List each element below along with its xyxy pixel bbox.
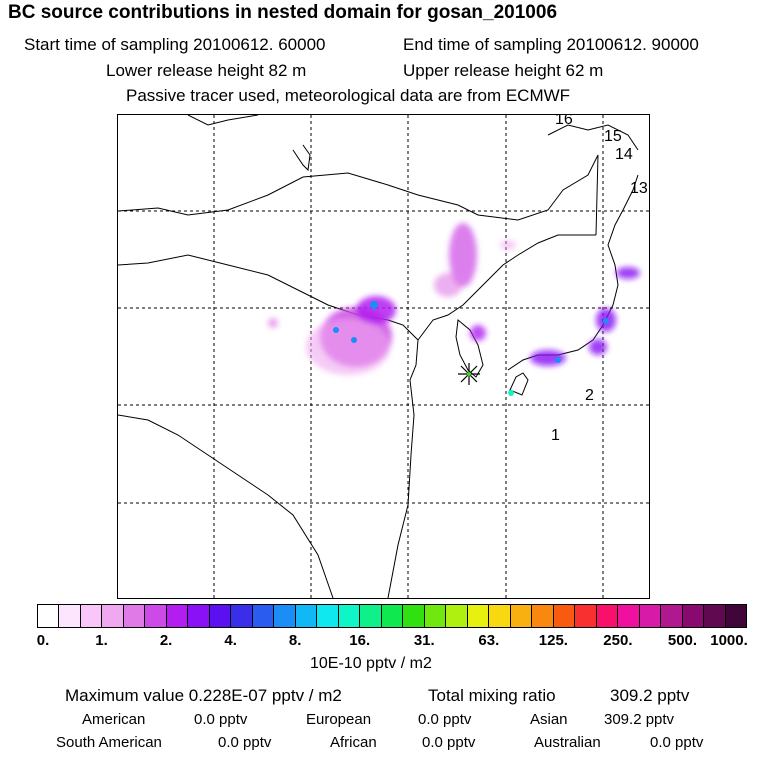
colorbar-tick-label: 31. <box>413 632 435 649</box>
colorbar-cell <box>102 605 124 627</box>
emission-plumes <box>268 223 640 375</box>
map-labels: 16 15 14 13 2 1 <box>551 115 648 444</box>
colorbar-cell <box>59 605 81 627</box>
colorbar-tick-label: 125. <box>538 632 568 649</box>
colorbar-cell <box>274 605 296 627</box>
colorbar-cell <box>532 605 554 627</box>
end-time-label: End time of sampling 20100612. 90000 <box>403 35 699 54</box>
colorbar-cell <box>596 605 619 627</box>
colorbar-cell <box>446 605 468 627</box>
region-name: Asian <box>530 711 568 728</box>
colorbar-cell <box>424 605 447 627</box>
coastlines <box>118 115 639 598</box>
colorbar-cell <box>553 605 576 627</box>
region-value: 0.0 pptv <box>650 734 704 751</box>
region-name: African <box>330 734 377 751</box>
region-value: 0.0 pptv <box>218 734 272 751</box>
map-label: 2 <box>585 387 594 404</box>
colorbar-cell <box>360 605 382 627</box>
total-mixing-label: Total mixing ratio <box>428 686 556 705</box>
colorbar-tick-label: 0. <box>36 632 50 649</box>
map-label: 15 <box>604 128 622 145</box>
colorbar-cell <box>295 605 318 627</box>
colorbar-cell <box>489 605 511 627</box>
colorbar-cell <box>317 605 339 627</box>
map-svg: 16 15 14 13 2 1 <box>118 115 649 598</box>
colorbar-cell <box>725 605 746 627</box>
colorbar-cell <box>639 605 662 627</box>
start-time-label: Start time of sampling 20100612. 60000 <box>24 35 326 54</box>
colorbar-cell <box>467 605 490 627</box>
colorbar-cell <box>123 605 146 627</box>
region-name: European <box>306 711 372 728</box>
colorbar-cell <box>510 605 533 627</box>
colorbar-cell <box>80 605 103 627</box>
max-value-label: Maximum value 0.228E-07 pptv / m2 <box>65 686 342 705</box>
colorbar-cell <box>209 605 232 627</box>
colorbar-cell <box>338 605 361 627</box>
colorbar-cell <box>231 605 253 627</box>
colorbar-unit: 10E-10 pptv / m2 <box>310 655 432 672</box>
colorbar-tick-label: 250. <box>603 632 633 649</box>
colorbar-tick-label: 8. <box>288 632 302 649</box>
region-value: 0.0 pptv <box>418 711 472 728</box>
colorbar-tick-label: 63. <box>478 632 500 649</box>
map-panel: 16 15 14 13 2 1 <box>117 114 650 599</box>
region-value: 0.0 pptv <box>194 711 248 728</box>
colorbar-cell <box>618 605 640 627</box>
region-name: Australian <box>534 734 601 751</box>
colorbar-cell <box>575 605 597 627</box>
map-label: 1 <box>551 427 560 444</box>
lower-release-label: Lower release height 82 m <box>106 61 307 80</box>
map-label: 16 <box>555 115 573 128</box>
map-label: 14 <box>615 146 633 163</box>
total-mixing-value: 309.2 pptv <box>610 686 690 705</box>
colorbar-cell <box>381 605 404 627</box>
colorbar-cell <box>704 605 726 627</box>
colorbar-cell <box>661 605 683 627</box>
colorbar-tick-label: 500. <box>667 632 698 649</box>
colorbar-tick-label: 16. <box>349 632 371 649</box>
colorbar-tick-label: 2. <box>159 632 173 649</box>
colorbar-tick-label: 4. <box>224 632 237 649</box>
colorbar-cell <box>252 605 275 627</box>
colorbar <box>37 604 747 628</box>
colorbar-tick-label: 1000. <box>710 632 748 649</box>
upper-release-label: Upper release height 62 m <box>403 61 604 80</box>
tracer-label: Passive tracer used, meteorological data… <box>126 86 571 105</box>
colorbar-cell <box>682 605 705 627</box>
region-value: 309.2 pptv <box>604 711 675 728</box>
colorbar-cell <box>403 605 425 627</box>
colorbar-cell <box>38 605 60 627</box>
colorbar-tick-label: 1. <box>95 632 108 649</box>
chart-title: BC source contributions in nested domain… <box>8 2 558 23</box>
map-label: 13 <box>630 180 648 197</box>
colorbar-cell <box>145 605 167 627</box>
hotspots <box>333 301 609 396</box>
receptor-marker <box>458 363 480 385</box>
region-value: 0.0 pptv <box>422 734 476 751</box>
colorbar-cell <box>188 605 210 627</box>
colorbar-cell <box>166 605 189 627</box>
region-name: American <box>82 711 146 728</box>
region-name: South American <box>56 734 162 751</box>
